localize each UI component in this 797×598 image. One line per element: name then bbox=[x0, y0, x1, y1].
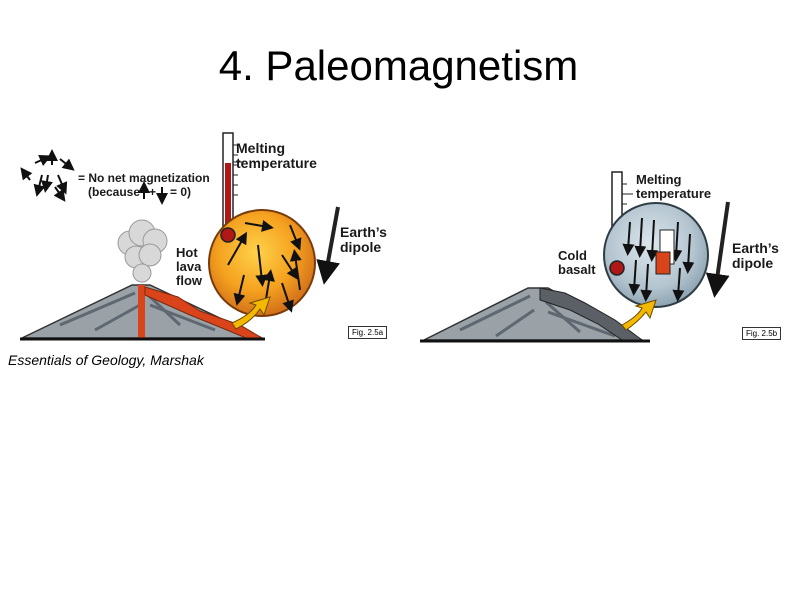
legend-line2b: = 0) bbox=[170, 185, 191, 199]
volcano-cross-section bbox=[420, 287, 650, 343]
dipole-label-line2: dipole bbox=[732, 255, 773, 271]
zoom-arrow-icon bbox=[231, 296, 271, 330]
dipole-label-line1: Earth’s bbox=[340, 224, 387, 240]
dipole-arrow-icon bbox=[316, 206, 340, 285]
volcano-cross-section bbox=[20, 284, 265, 341]
lava-label-line3: flow bbox=[176, 273, 203, 288]
eruption-plume bbox=[117, 219, 168, 283]
legend-plus: + bbox=[149, 185, 156, 199]
dipole-label-line1: Earth’s bbox=[732, 240, 779, 256]
up-down-arrows-icon bbox=[138, 181, 168, 205]
fig-tag-right: Fig. 2.5b bbox=[742, 327, 782, 340]
lava-label-line1: Hot bbox=[176, 245, 198, 260]
basalt-label-line1: Cold bbox=[558, 248, 587, 263]
melting-label-line2: temperature bbox=[636, 186, 711, 201]
dipole-label-line2: dipole bbox=[340, 239, 381, 255]
figure-hot-lava: = No net magnetization (because + = 0) M… bbox=[0, 125, 400, 350]
legend-line2a: (because bbox=[88, 185, 140, 199]
dipole-arrow-icon bbox=[705, 201, 730, 298]
magnetized-sphere-cold bbox=[603, 202, 709, 308]
melting-label-line1: Melting bbox=[636, 172, 682, 187]
source-caption: Essentials of Geology, Marshak bbox=[8, 352, 204, 368]
figure-cold-basalt: Melting temperature Earth’s dipole bbox=[410, 160, 795, 350]
lava-label-line2: lava bbox=[176, 259, 202, 274]
melting-label-line2: temperature bbox=[236, 155, 317, 171]
fig-tag-left: Fig. 2.5a bbox=[348, 326, 388, 339]
random-arrows-icon bbox=[20, 149, 75, 202]
slide-title: 4. Paleomagnetism bbox=[218, 42, 579, 89]
melting-label-line1: Melting bbox=[236, 140, 285, 156]
magnetized-sphere-hot bbox=[208, 209, 316, 317]
zoom-arrow-icon bbox=[621, 299, 657, 331]
legend-line1: = No net magnetization bbox=[78, 171, 210, 185]
basalt-label-line2: basalt bbox=[558, 262, 596, 277]
